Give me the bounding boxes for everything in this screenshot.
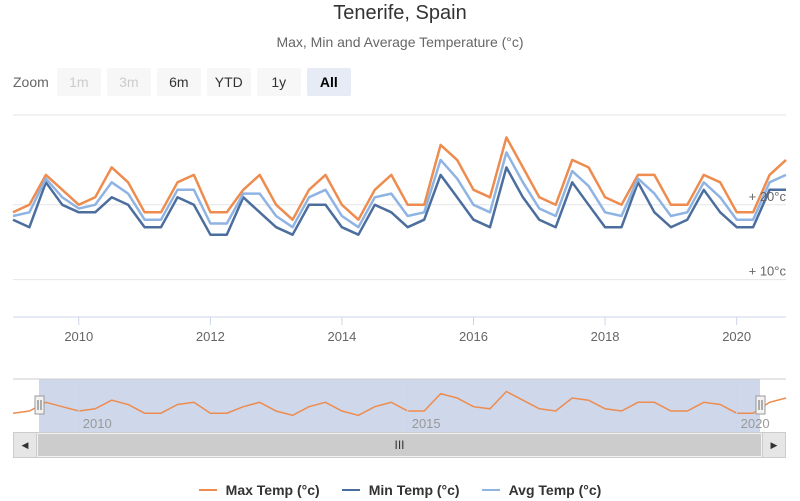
navigator: 2010 2015 2020 — [12, 378, 787, 432]
navigator-tick-label: 2010 — [83, 416, 112, 431]
legend-swatch-max — [198, 489, 217, 491]
series-line-max[interactable] — [12, 136, 787, 221]
series-line-avg[interactable] — [12, 151, 787, 229]
zoom-3m-button: 3m — [106, 68, 151, 96]
legend-item-min[interactable]: Min Temp (°c) — [341, 482, 460, 498]
zoom-all-button[interactable]: All — [306, 68, 351, 96]
legend-item-avg[interactable]: Avg Temp (°c) — [481, 482, 602, 498]
x-tick-label: 2020 — [722, 329, 751, 344]
y-tick-label: + 10°c — [749, 264, 787, 279]
range-selector: Zoom 1m 3m 6m YTD 1y All — [13, 68, 357, 96]
legend-item-max[interactable]: Max Temp (°c) — [198, 482, 320, 498]
chart-title: Tenerife, Spain — [333, 2, 467, 24]
zoom-6m-button[interactable]: 6m — [156, 68, 201, 96]
y-axis-ticks: + 10°c + 20°c — [749, 189, 787, 279]
x-axis-ticks: 2010 2012 2014 2016 2018 2020 — [64, 329, 751, 344]
legend-label-max: Max Temp (°c) — [225, 482, 320, 498]
legend-label-min: Min Temp (°c) — [368, 482, 460, 498]
x-tick-label: 2010 — [64, 329, 93, 344]
chart-subtitle: Max, Min and Average Temperature (°c) — [276, 34, 524, 50]
zoom-1m-button: 1m — [56, 68, 101, 96]
zoom-ytd-button[interactable]: YTD — [206, 68, 251, 96]
navigator-scrollbar[interactable]: ◀ III ▶ — [13, 432, 786, 458]
navigator-tick-label: 2020 — [741, 416, 770, 431]
legend: Max Temp (°c) Min Temp (°c) Avg Temp (°c… — [0, 480, 800, 500]
series-line-min[interactable] — [12, 166, 786, 236]
x-tick-label: 2016 — [459, 329, 488, 344]
x-tick-label: 2014 — [327, 329, 356, 344]
navigator-right-handle[interactable] — [755, 395, 766, 415]
legend-swatch-min — [341, 489, 360, 491]
y-tick-label: + 20°c — [749, 189, 787, 204]
legend-label-avg: Avg Temp (°c) — [508, 482, 602, 498]
navigator-selected-range[interactable] — [39, 379, 760, 432]
chart-canvas: 2010 2012 2014 2016 2018 2020 + 10°c + 20°c 20… — [12, 114, 787, 432]
scroll-left-button[interactable]: ◀ — [14, 433, 37, 457]
x-tick-label: 2018 — [591, 329, 620, 344]
navigator-series-line — [12, 390, 787, 417]
scroll-thumb[interactable]: III — [38, 434, 761, 456]
navigator-tick-label: 2015 — [412, 416, 441, 431]
plot-series — [12, 136, 787, 236]
zoom-label: Zoom — [13, 74, 49, 90]
legend-swatch-avg — [481, 489, 500, 491]
x-tick-label: 2012 — [196, 329, 225, 344]
scroll-right-button[interactable]: ▶ — [762, 433, 785, 457]
navigator-left-handle[interactable] — [34, 395, 45, 415]
zoom-1y-button[interactable]: 1y — [256, 68, 301, 96]
